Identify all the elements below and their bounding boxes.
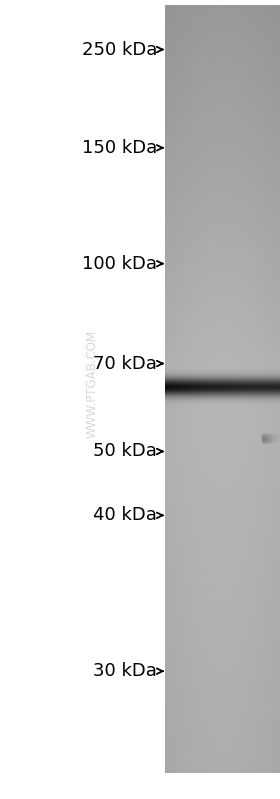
Text: 30 kDa: 30 kDa: [93, 662, 157, 680]
Text: 50 kDa: 50 kDa: [93, 443, 157, 460]
Text: 100 kDa: 100 kDa: [82, 255, 157, 272]
Text: 70 kDa: 70 kDa: [93, 355, 157, 372]
Text: 40 kDa: 40 kDa: [93, 507, 157, 524]
Text: 150 kDa: 150 kDa: [82, 139, 157, 157]
Text: 250 kDa: 250 kDa: [82, 41, 157, 58]
Text: WWW.PTGAB.COM: WWW.PTGAB.COM: [86, 329, 99, 438]
